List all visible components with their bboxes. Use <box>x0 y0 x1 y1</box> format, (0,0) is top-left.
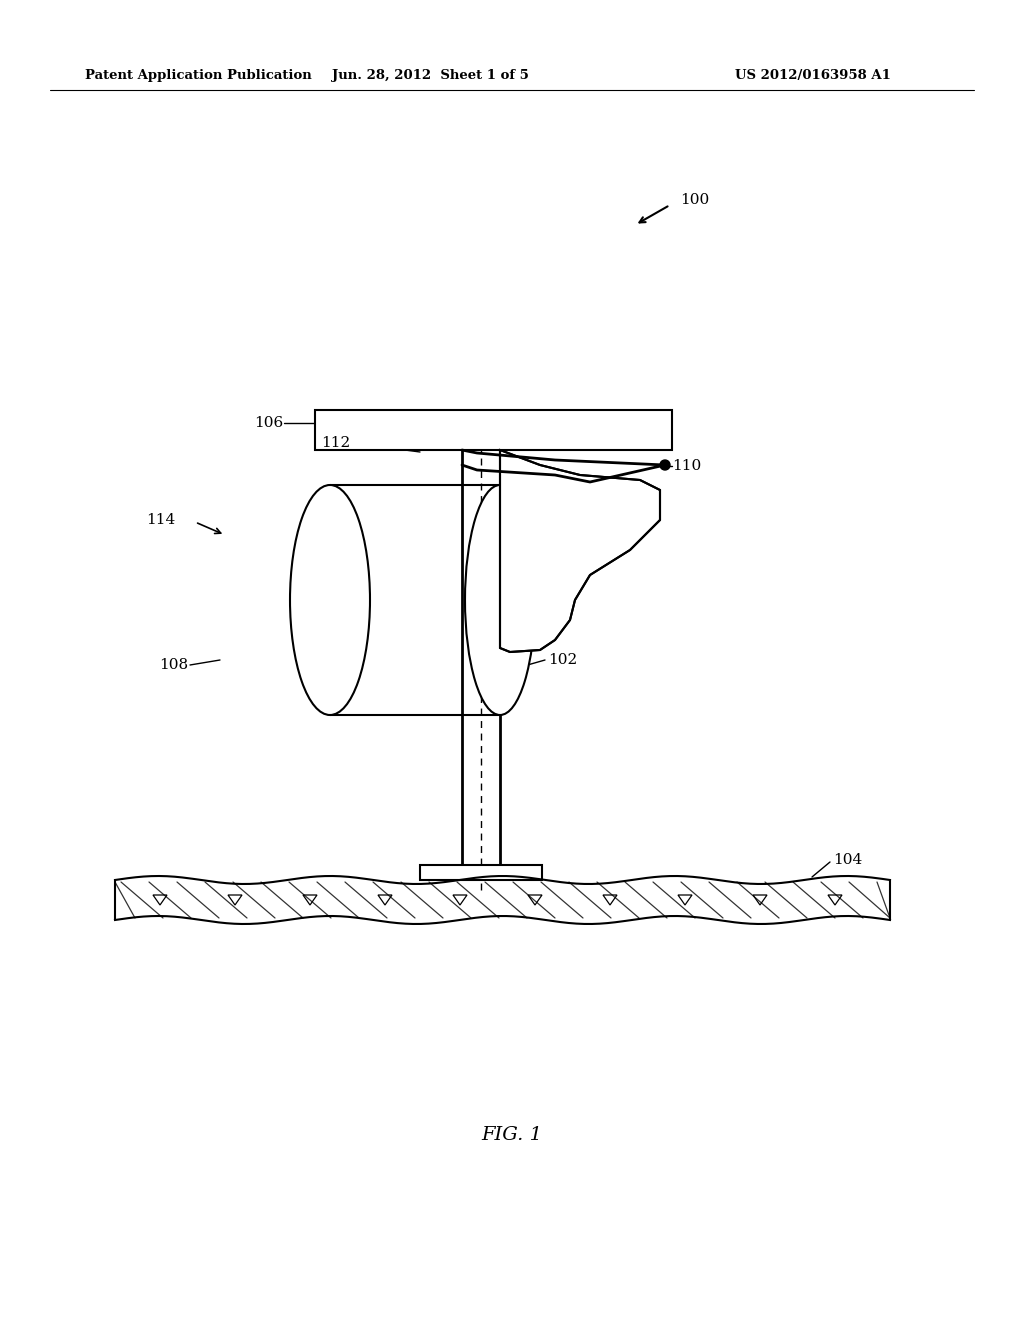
Text: 114: 114 <box>145 513 175 527</box>
Polygon shape <box>315 411 672 450</box>
Text: Jun. 28, 2012  Sheet 1 of 5: Jun. 28, 2012 Sheet 1 of 5 <box>332 69 528 82</box>
Polygon shape <box>420 865 542 880</box>
Text: US 2012/0163958 A1: US 2012/0163958 A1 <box>735 69 891 82</box>
Text: 104: 104 <box>833 853 862 867</box>
Text: 112: 112 <box>321 436 350 450</box>
Ellipse shape <box>465 484 535 715</box>
Text: 110: 110 <box>672 459 701 473</box>
Text: 102: 102 <box>548 653 578 667</box>
Circle shape <box>660 459 670 470</box>
Polygon shape <box>500 450 660 652</box>
Text: 100: 100 <box>680 193 710 207</box>
Text: 108: 108 <box>159 657 188 672</box>
Text: Patent Application Publication: Patent Application Publication <box>85 69 311 82</box>
Text: 106: 106 <box>254 416 283 430</box>
Text: FIG. 1: FIG. 1 <box>481 1126 543 1144</box>
Ellipse shape <box>290 484 370 715</box>
